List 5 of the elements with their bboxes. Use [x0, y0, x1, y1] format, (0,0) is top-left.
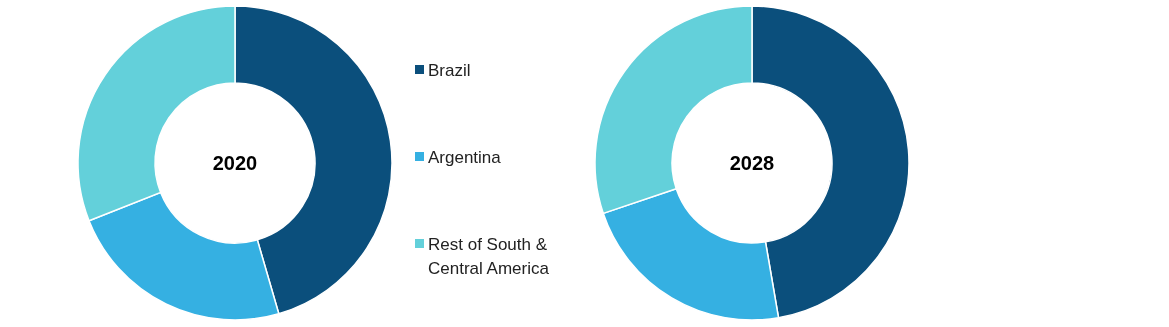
text: 2028	[729, 152, 775, 174]
legend-label: Rest of South & Central America	[428, 234, 550, 278]
legend-label: Brazil	[428, 60, 471, 80]
text: 2020	[212, 152, 258, 174]
legend-label: Argentina	[428, 147, 502, 167]
